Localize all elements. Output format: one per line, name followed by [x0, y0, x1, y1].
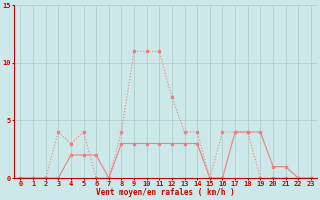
X-axis label: Vent moyen/en rafales ( km/h ): Vent moyen/en rafales ( km/h )	[96, 188, 235, 197]
